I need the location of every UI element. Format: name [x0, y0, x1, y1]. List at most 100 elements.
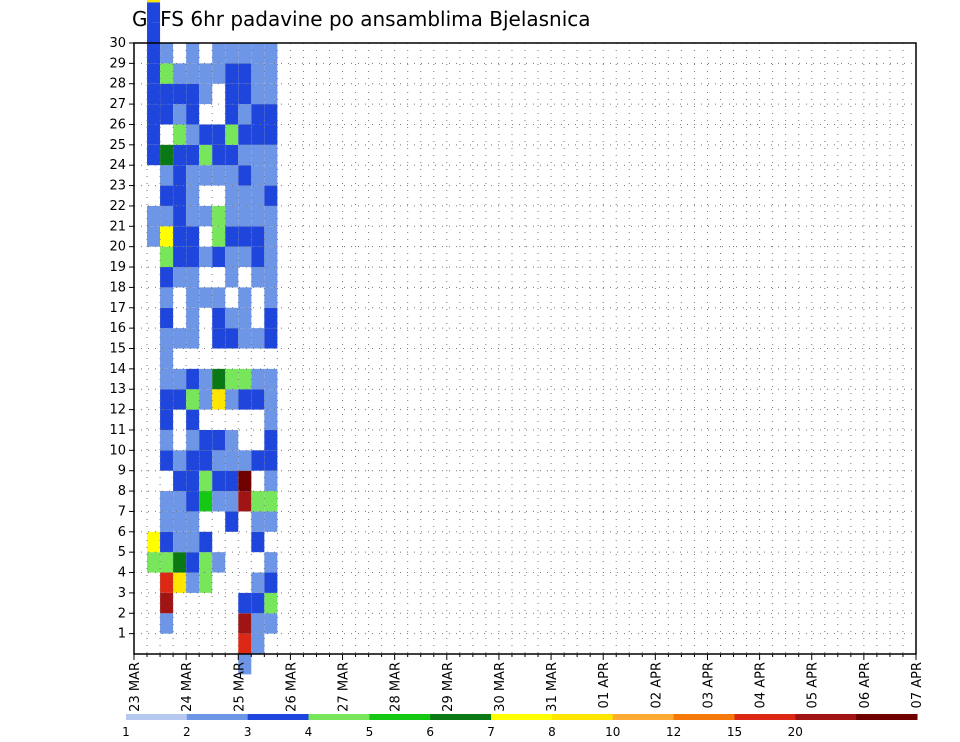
heatmap-cell — [225, 491, 239, 512]
y-tick-label: 7 — [118, 504, 126, 519]
y-tick-label: 3 — [118, 586, 126, 601]
y-tick-label: 17 — [109, 301, 126, 316]
heatmap-cell — [251, 368, 265, 390]
heatmap-cell — [238, 307, 252, 329]
heatmap-cell — [173, 491, 187, 512]
heatmap-cell — [186, 531, 200, 553]
heatmap-cell — [212, 429, 226, 451]
legend-color-swatch — [430, 714, 492, 720]
heatmap-cell — [225, 104, 239, 125]
heatmap-cell — [147, 83, 161, 105]
heatmap-cell — [186, 226, 200, 247]
legend-label: 12 — [666, 725, 681, 739]
heatmap-cell — [225, 124, 239, 145]
heatmap-cell — [173, 572, 187, 593]
heatmap-cell — [186, 389, 200, 410]
heatmap-cell — [186, 165, 200, 186]
heatmap-cell — [160, 144, 174, 166]
heatmap-cell — [173, 144, 187, 166]
heatmap-cell — [225, 43, 239, 64]
legend-label: 6 — [426, 725, 434, 739]
y-tick-label: 25 — [109, 138, 126, 153]
y-tick-label: 6 — [118, 525, 126, 540]
heatmap-cell — [264, 368, 278, 390]
heatmap-cell — [238, 491, 252, 512]
heatmap-cell — [147, 43, 161, 64]
heatmap-cell — [212, 389, 226, 410]
heatmap-cell — [251, 104, 265, 125]
chart-title: GEFS 6hr padavine po ansamblima Bjelasni… — [132, 7, 591, 31]
heatmap-cell — [225, 246, 239, 268]
heatmap-cell — [251, 531, 265, 553]
heatmap-cell — [199, 491, 213, 512]
heatmap-cell — [212, 43, 226, 64]
y-tick-label: 30 — [109, 36, 126, 51]
heatmap-cell — [160, 307, 174, 329]
heatmap-cell — [147, 2, 161, 23]
y-tick-label: 9 — [118, 464, 126, 479]
heatmap-cell — [160, 409, 174, 430]
heatmap-cell — [173, 165, 187, 186]
heatmap-cell — [225, 205, 239, 227]
x-tick-label: 28 MAR — [389, 662, 404, 712]
heatmap-cell — [160, 63, 174, 84]
legend-color-swatch — [126, 714, 188, 720]
heatmap-cell — [238, 450, 252, 471]
heatmap-cell — [264, 572, 278, 593]
y-tick-label: 12 — [109, 403, 126, 418]
x-tick-label: 31 MAR — [545, 662, 560, 712]
heatmap-cell — [160, 613, 174, 634]
heatmap-cell — [264, 165, 278, 186]
heatmap-cell — [199, 246, 213, 268]
heatmap-cell — [212, 491, 226, 512]
heatmap-cell — [186, 429, 200, 451]
heatmap-cell — [160, 389, 174, 410]
y-tick-label: 24 — [109, 158, 126, 173]
heatmap-cell — [238, 613, 252, 634]
heatmap-cell — [186, 124, 200, 145]
heatmap-cell — [264, 104, 278, 125]
heatmap-cell — [251, 63, 265, 84]
heatmap-cell — [186, 450, 200, 471]
heatmap-cell — [238, 185, 252, 206]
heatmap-cell — [212, 368, 226, 390]
heatmap-cell — [264, 144, 278, 166]
heatmap-cell — [225, 267, 239, 288]
heatmap-cell — [238, 205, 252, 227]
legend-color-swatch — [308, 714, 370, 720]
x-tick-label: 03 APR — [702, 662, 717, 708]
heatmap-cell — [251, 633, 265, 654]
heatmap-cell — [186, 104, 200, 125]
heatmap-cell — [225, 83, 239, 105]
heatmap-cell — [264, 205, 278, 227]
heatmap-cell — [251, 389, 265, 410]
heatmap-cell — [199, 429, 213, 451]
heatmap-cell — [212, 470, 226, 492]
heatmap-cell — [264, 592, 278, 614]
x-tick-label: 29 MAR — [441, 662, 456, 712]
heatmap-cell — [251, 165, 265, 186]
legend-label: 10 — [605, 725, 620, 739]
heatmap-cell — [212, 124, 226, 145]
x-axis: 23 MAR 24 MAR 25 MAR 26 MAR 27 MAR 28 MAR 29 M… — [128, 654, 925, 712]
heatmap-cell — [225, 185, 239, 206]
heatmap-cell — [238, 287, 252, 308]
heatmap-cell — [186, 205, 200, 227]
heatmap-cell — [264, 63, 278, 84]
heatmap-cell — [160, 429, 174, 451]
legend-label: 3 — [244, 725, 252, 739]
heatmap-cell — [238, 83, 252, 105]
heatmap-cell — [251, 491, 265, 512]
legend-label: 20 — [788, 725, 803, 739]
heatmap-cell — [173, 328, 187, 349]
heatmap-cell — [186, 511, 200, 532]
heatmap-cell — [251, 83, 265, 105]
heatmap-cell — [199, 572, 213, 593]
y-axis: 1234567891011121314151617181920212223242… — [109, 36, 134, 642]
heatmap-cell — [264, 511, 278, 532]
heatmap-cell — [186, 307, 200, 329]
y-tick-label: 8 — [118, 484, 126, 499]
y-tick-label: 19 — [109, 260, 126, 275]
heatmap-cell — [199, 63, 213, 84]
y-tick-label: 5 — [118, 545, 126, 560]
